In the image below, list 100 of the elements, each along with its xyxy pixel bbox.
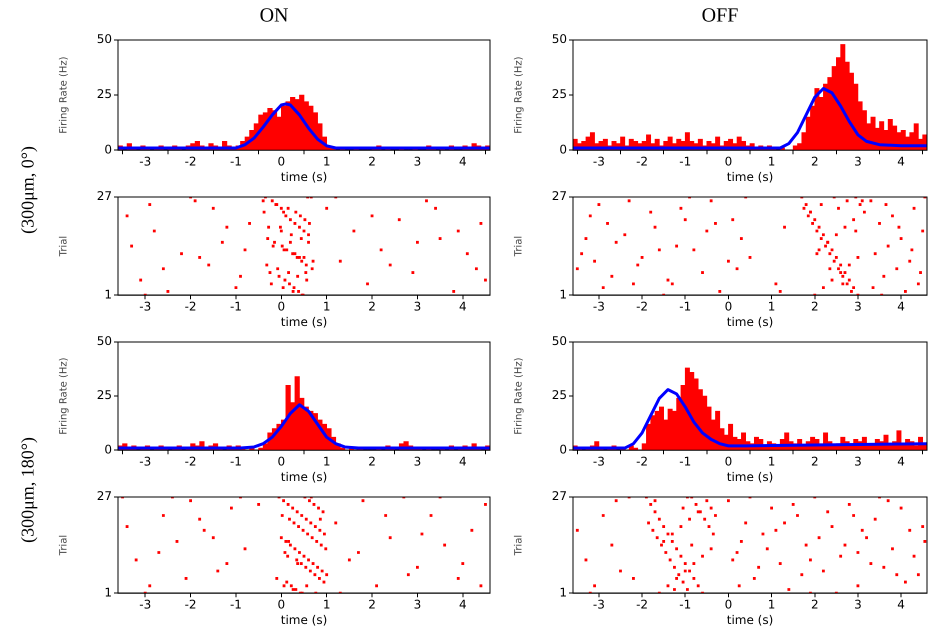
chart-title: OFF [702,4,738,26]
x-tick-label: 2 [810,454,819,469]
x-tick-label: -1 [679,454,692,469]
x-tick-label: 4 [458,598,467,612]
y-tick-label: 0 [104,142,112,156]
x-tick-label: 2 [810,300,819,314]
x-axis-title: time (s) [726,170,774,184]
x-tick-label: 0 [277,454,286,469]
x-tick-label: -1 [679,598,692,612]
x-tick-label: -2 [636,598,648,612]
x-tick-label: 3 [414,300,422,314]
y-axis-title: Trial [514,236,525,258]
x-tick-label: -2 [184,598,197,612]
x-tick-label: -2 [636,454,648,469]
text: (300μm, 0°) [18,146,38,234]
x-tick-label: -3 [592,454,605,469]
y-tick-label: 27 [552,189,567,204]
x-tick-label: -1 [230,154,242,169]
x-tick-label: 3 [414,598,422,612]
x-axis-title: time (s) [280,170,328,184]
x-tick-label: 1 [768,454,776,469]
chart-title: ON [260,4,288,26]
x-tick-label: 2 [368,154,376,169]
x-tick-label: 1 [322,454,331,469]
x-tick-label: 1 [322,154,331,169]
x-tick-label: 4 [897,454,905,469]
x-tick-label: 2 [810,154,819,169]
x-tick-label: 4 [458,154,467,169]
y-tick-label: 0 [104,442,112,456]
y-axis-title: Trial [58,534,70,556]
x-tick-label: 0 [724,154,732,169]
x-tick-label: 4 [458,300,467,314]
x-tick-label: 4 [897,598,905,612]
x-tick-label: 0 [277,154,286,169]
x-tick-label: 3 [854,300,862,314]
y-tick-label: 27 [552,489,567,504]
x-tick-label: 4 [897,154,905,169]
x-tick-label: 0 [724,454,732,469]
x-tick-label: 1 [768,154,776,169]
y-tick-label: 27 [96,189,112,204]
x-tick-label: -1 [230,598,242,612]
x-tick-label: 3 [414,154,422,169]
x-tick-label: 3 [854,154,862,169]
x-tick-label: 0 [724,300,732,314]
y-tick-label: 25 [552,388,567,402]
x-axis-title: time (s) [726,612,774,627]
x-tick-label: 2 [368,454,376,469]
y-axis-title: Firing Rate (Hz) [58,56,70,134]
x-tick-label: -3 [139,154,152,169]
x-tick-label: 0 [277,598,286,612]
y-tick-label: 50 [552,334,567,348]
x-tick-label: -1 [679,300,692,314]
text: (300μm, 180°) [18,437,38,543]
y-tick-label: 25 [96,388,112,402]
y-tick-label: 1 [104,287,112,302]
y-tick-label: 50 [96,334,112,348]
x-tick-label: -2 [636,154,648,169]
y-axis-title: Trial [58,236,70,258]
y-tick-label: 50 [552,32,567,46]
y-axis-title: Firing Rate (Hz) [514,357,525,435]
y-axis-title: Firing Rate (Hz) [58,357,70,435]
y-tick-label: 1 [559,585,567,600]
x-axis-title: time (s) [280,612,328,627]
x-tick-label: 2 [810,598,819,612]
x-tick-label: -2 [184,454,197,469]
x-tick-label: -3 [139,300,152,314]
y-tick-label: 27 [96,489,112,504]
x-tick-label: 0 [277,300,286,314]
y-axis-title: Firing Rate (Hz) [514,56,525,134]
x-tick-label: 4 [897,300,905,314]
y-tick-label: 25 [552,87,567,102]
x-tick-label: -2 [184,300,197,314]
x-tick-label: -3 [139,454,152,469]
x-axis-title: time (s) [726,470,774,484]
x-tick-label: -3 [592,300,605,314]
x-tick-label: -2 [184,154,197,169]
y-tick-label: 25 [96,87,112,102]
x-tick-label: 3 [854,598,862,612]
x-axis-title: time (s) [280,314,328,329]
y-tick-label: 0 [559,442,567,456]
x-tick-label: 1 [322,598,331,612]
x-tick-label: 0 [724,598,732,612]
x-axis-title: time (s) [726,314,774,329]
x-tick-label: 2 [368,598,376,612]
x-tick-label: -1 [230,300,242,314]
x-tick-label: 2 [368,300,376,314]
x-tick-label: 4 [458,454,467,469]
y-tick-label: 1 [559,287,567,302]
x-tick-label: -1 [230,454,242,469]
x-tick-label: 3 [414,454,422,469]
y-axis-title: Trial [514,534,525,556]
y-tick-label: 50 [96,32,112,46]
y-tick-label: 1 [104,585,112,600]
x-tick-label: 3 [854,454,862,469]
x-tick-label: -3 [592,598,605,612]
x-tick-label: -3 [592,154,605,169]
x-axis-title: time (s) [280,470,328,484]
y-tick-label: 0 [559,142,567,156]
x-tick-label: 1 [322,300,331,314]
x-tick-label: 1 [768,300,776,314]
